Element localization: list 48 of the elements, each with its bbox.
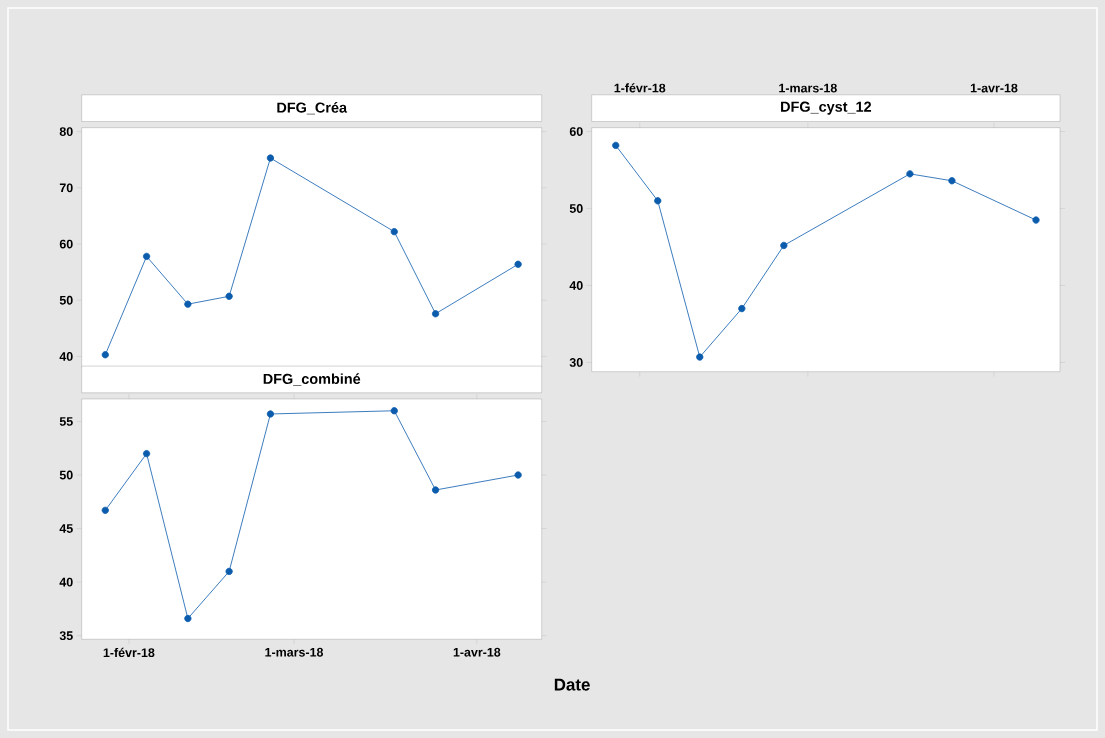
point <box>780 241 788 250</box>
point <box>738 304 746 313</box>
point <box>906 170 914 178</box>
y-tick-label: 50 <box>59 470 73 480</box>
point <box>184 614 192 623</box>
point <box>225 292 233 300</box>
y-tick-label: 60 <box>59 239 73 249</box>
point <box>390 228 398 236</box>
y-tick-label: 60 <box>569 127 583 136</box>
x-tick-label: 1-mars-18 <box>265 647 324 657</box>
point <box>101 506 109 514</box>
point <box>431 486 440 494</box>
point <box>101 351 109 359</box>
point <box>184 300 192 308</box>
y-tick-label: 45 <box>59 524 73 533</box>
x-tick-label: 1-avr-18 <box>453 647 501 657</box>
y-tick-label: 50 <box>569 204 583 213</box>
x-tick-label: 1-mars-18 <box>779 83 837 93</box>
point <box>225 567 233 575</box>
y-tick-label: 35 <box>59 631 73 641</box>
point <box>142 252 151 260</box>
point <box>266 410 275 418</box>
y-tick-label: 40 <box>59 352 73 361</box>
point <box>514 260 522 268</box>
y-tick-label: 55 <box>59 417 73 426</box>
point <box>948 177 956 185</box>
point <box>696 353 704 361</box>
point <box>612 141 620 149</box>
y-tick-label: 40 <box>569 281 583 290</box>
chart-title: DFG_Créa <box>277 101 348 115</box>
point <box>431 310 440 318</box>
y-tick-label: 30 <box>569 358 583 367</box>
point <box>1032 216 1040 224</box>
y-tick-label: 80 <box>59 127 73 137</box>
point <box>654 197 662 205</box>
chart-title: DFG_combiné <box>263 373 361 386</box>
x-tick-label: 1-févr-18 <box>103 647 155 658</box>
point <box>390 407 398 415</box>
chart-title: DFG_cyst_12 <box>781 101 872 115</box>
x-tick-label: 1-févr-18 <box>614 83 666 93</box>
point <box>266 154 275 162</box>
point <box>142 450 151 458</box>
point <box>514 471 522 479</box>
y-tick-label: 70 <box>59 183 73 193</box>
y-tick-label: 50 <box>59 295 73 305</box>
x-tick-label: 1-avr-18 <box>970 83 1018 93</box>
x-axis-title: Date <box>554 678 590 691</box>
y-tick-label: 40 <box>59 577 73 587</box>
